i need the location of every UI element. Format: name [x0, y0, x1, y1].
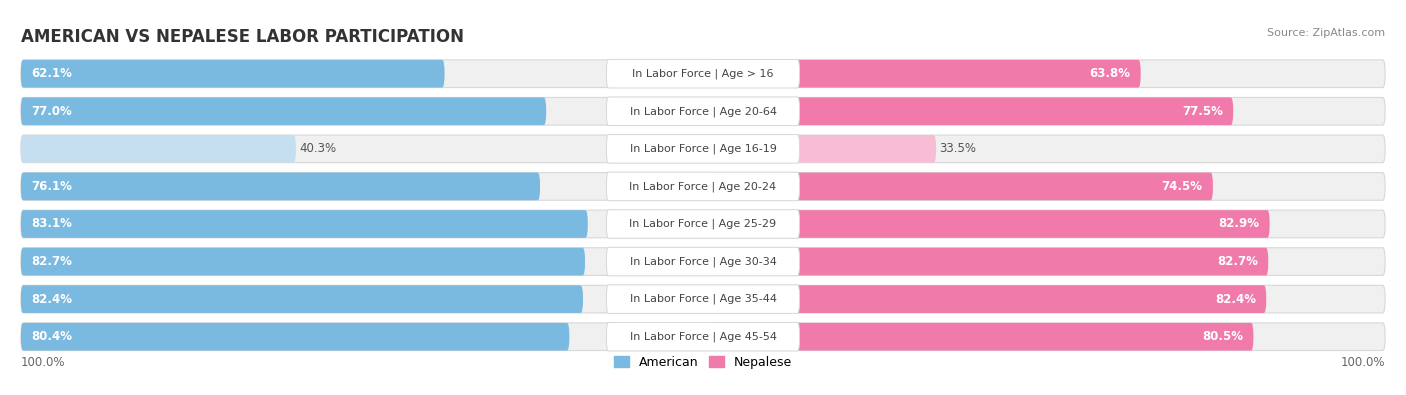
FancyBboxPatch shape	[21, 173, 540, 200]
FancyBboxPatch shape	[606, 322, 800, 351]
FancyBboxPatch shape	[21, 248, 585, 275]
FancyBboxPatch shape	[21, 210, 1385, 238]
FancyBboxPatch shape	[710, 98, 1233, 125]
Text: 77.0%: 77.0%	[31, 105, 72, 118]
Text: In Labor Force | Age 45-54: In Labor Force | Age 45-54	[630, 331, 776, 342]
FancyBboxPatch shape	[710, 60, 1140, 88]
Text: Source: ZipAtlas.com: Source: ZipAtlas.com	[1267, 28, 1385, 38]
Text: 80.4%: 80.4%	[31, 330, 72, 343]
Text: 100.0%: 100.0%	[21, 356, 66, 369]
FancyBboxPatch shape	[21, 248, 1385, 275]
FancyBboxPatch shape	[21, 98, 546, 125]
FancyBboxPatch shape	[21, 60, 444, 88]
Text: 40.3%: 40.3%	[299, 142, 336, 155]
FancyBboxPatch shape	[710, 285, 1267, 313]
FancyBboxPatch shape	[710, 323, 1254, 350]
FancyBboxPatch shape	[21, 60, 1385, 88]
FancyBboxPatch shape	[21, 98, 1385, 125]
Text: 77.5%: 77.5%	[1182, 105, 1223, 118]
Text: 82.7%: 82.7%	[1218, 255, 1258, 268]
FancyBboxPatch shape	[606, 135, 800, 163]
Text: In Labor Force | Age > 16: In Labor Force | Age > 16	[633, 68, 773, 79]
Text: 80.5%: 80.5%	[1202, 330, 1243, 343]
Text: In Labor Force | Age 20-64: In Labor Force | Age 20-64	[630, 106, 776, 117]
Text: In Labor Force | Age 35-44: In Labor Force | Age 35-44	[630, 294, 776, 305]
Text: 82.7%: 82.7%	[31, 255, 72, 268]
Text: 82.9%: 82.9%	[1218, 218, 1260, 231]
FancyBboxPatch shape	[606, 97, 800, 126]
FancyBboxPatch shape	[710, 173, 1213, 200]
Text: In Labor Force | Age 25-29: In Labor Force | Age 25-29	[630, 219, 776, 229]
Text: 74.5%: 74.5%	[1161, 180, 1202, 193]
FancyBboxPatch shape	[710, 135, 936, 163]
FancyBboxPatch shape	[21, 173, 1385, 200]
Text: In Labor Force | Age 30-34: In Labor Force | Age 30-34	[630, 256, 776, 267]
FancyBboxPatch shape	[606, 285, 800, 313]
FancyBboxPatch shape	[21, 323, 1385, 350]
FancyBboxPatch shape	[21, 323, 569, 350]
Text: 63.8%: 63.8%	[1090, 67, 1130, 80]
FancyBboxPatch shape	[606, 172, 800, 201]
FancyBboxPatch shape	[21, 210, 588, 238]
Text: AMERICAN VS NEPALESE LABOR PARTICIPATION: AMERICAN VS NEPALESE LABOR PARTICIPATION	[21, 28, 464, 46]
Text: 62.1%: 62.1%	[31, 67, 72, 80]
Text: 33.5%: 33.5%	[939, 142, 977, 155]
FancyBboxPatch shape	[606, 59, 800, 88]
Text: 83.1%: 83.1%	[31, 218, 72, 231]
FancyBboxPatch shape	[21, 135, 295, 163]
Text: 82.4%: 82.4%	[31, 293, 72, 306]
FancyBboxPatch shape	[606, 247, 800, 276]
FancyBboxPatch shape	[606, 210, 800, 238]
FancyBboxPatch shape	[710, 210, 1270, 238]
FancyBboxPatch shape	[21, 135, 1385, 163]
Text: In Labor Force | Age 16-19: In Labor Force | Age 16-19	[630, 144, 776, 154]
Text: 82.4%: 82.4%	[1215, 293, 1256, 306]
Text: 100.0%: 100.0%	[1340, 356, 1385, 369]
FancyBboxPatch shape	[710, 248, 1268, 275]
Text: 76.1%: 76.1%	[31, 180, 72, 193]
Text: In Labor Force | Age 20-24: In Labor Force | Age 20-24	[630, 181, 776, 192]
FancyBboxPatch shape	[21, 285, 583, 313]
Legend: American, Nepalese: American, Nepalese	[609, 351, 797, 374]
FancyBboxPatch shape	[21, 285, 1385, 313]
